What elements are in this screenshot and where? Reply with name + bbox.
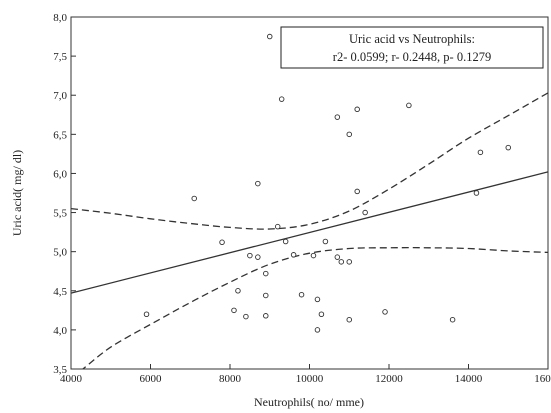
y-tick-label: 6,5 — [53, 129, 67, 141]
y-tick-label: 3,5 — [53, 364, 67, 376]
x-axis-label: Neutrophils( no/ mme) — [254, 395, 364, 409]
data-point — [191, 195, 197, 202]
data-point — [310, 252, 317, 259]
data-point — [346, 131, 353, 138]
y-tick-label: 7,0 — [53, 90, 67, 102]
data-point — [382, 309, 388, 315]
data-point — [255, 254, 261, 260]
data-point — [346, 259, 353, 265]
data-point — [278, 96, 285, 102]
y-tick-label: 6,0 — [53, 168, 67, 180]
data-point — [354, 106, 360, 113]
data-point — [477, 149, 484, 156]
x-tick-label: 10000 — [296, 373, 324, 385]
x-tick-label: 6000 — [140, 373, 163, 385]
x-tick-label: 16000 — [534, 373, 551, 385]
y-axis-label: Uric acid( mg/ dl) — [10, 150, 24, 236]
data-point — [255, 180, 261, 187]
data-point — [354, 188, 360, 195]
y-axis-ticks: 3,5 4,0 4,5 5,0 5,5 6,0 6,5 7,0 7,5 8,0 — [53, 12, 76, 376]
data-point — [219, 239, 225, 246]
data-point — [362, 209, 368, 216]
x-axis-ticks: 4000 6000 8000 10000 12000 14000 16000 — [60, 364, 551, 385]
data-point — [406, 102, 412, 109]
confidence-band-upper — [71, 92, 548, 230]
y-tick-label: 8,0 — [53, 12, 67, 24]
data-point — [473, 190, 480, 196]
data-point — [334, 114, 341, 120]
data-point — [505, 144, 512, 151]
data-points — [143, 33, 512, 333]
x-tick-label: 14000 — [455, 373, 483, 385]
chart-subtitle: r2- 0.0599; r- 0.2448, p- 0.1279 — [333, 50, 491, 64]
y-tick-label: 4,5 — [53, 286, 67, 298]
data-point — [263, 270, 269, 277]
data-point — [143, 311, 150, 317]
y-tick-label: 5,5 — [53, 208, 67, 220]
data-point — [346, 316, 353, 323]
x-tick-label: 12000 — [375, 373, 403, 385]
data-point — [338, 259, 345, 265]
data-point — [282, 238, 289, 245]
y-tick-label: 7,5 — [53, 51, 67, 63]
x-tick-label: 4000 — [60, 373, 83, 385]
data-point — [314, 296, 321, 303]
data-point — [267, 33, 273, 40]
data-point — [290, 252, 297, 258]
data-point — [334, 254, 341, 260]
data-point — [235, 288, 241, 294]
legend-box: Uric acid vs Neutrophils: r2- 0.0599; r-… — [280, 26, 544, 69]
data-point — [318, 311, 325, 317]
data-point — [314, 327, 321, 333]
data-point — [243, 313, 249, 320]
regression-line — [71, 171, 548, 294]
data-point — [263, 292, 269, 299]
data-point — [274, 223, 281, 230]
data-point — [231, 307, 237, 314]
data-point — [449, 316, 456, 323]
y-tick-label: 4,0 — [53, 325, 67, 337]
confidence-band-lower — [81, 247, 548, 369]
data-point — [322, 238, 329, 245]
data-point — [247, 252, 253, 259]
y-tick-label: 5,0 — [53, 247, 67, 259]
x-tick-label: 8000 — [219, 373, 242, 385]
data-point — [263, 313, 269, 319]
chart-title: Uric acid vs Neutrophils: — [349, 32, 475, 46]
data-point — [298, 291, 305, 298]
